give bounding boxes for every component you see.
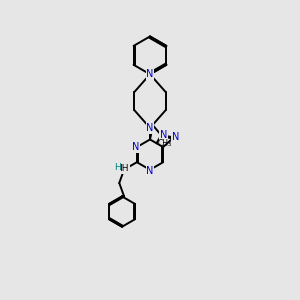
Text: N: N — [146, 69, 154, 79]
Text: N: N — [146, 166, 154, 176]
Text: NH: NH — [115, 164, 129, 173]
Text: N: N — [146, 123, 154, 133]
Text: N: N — [160, 130, 167, 140]
Text: N: N — [131, 142, 139, 152]
Text: H: H — [114, 163, 121, 172]
Text: CH₃: CH₃ — [158, 139, 172, 148]
Text: N: N — [172, 132, 179, 142]
